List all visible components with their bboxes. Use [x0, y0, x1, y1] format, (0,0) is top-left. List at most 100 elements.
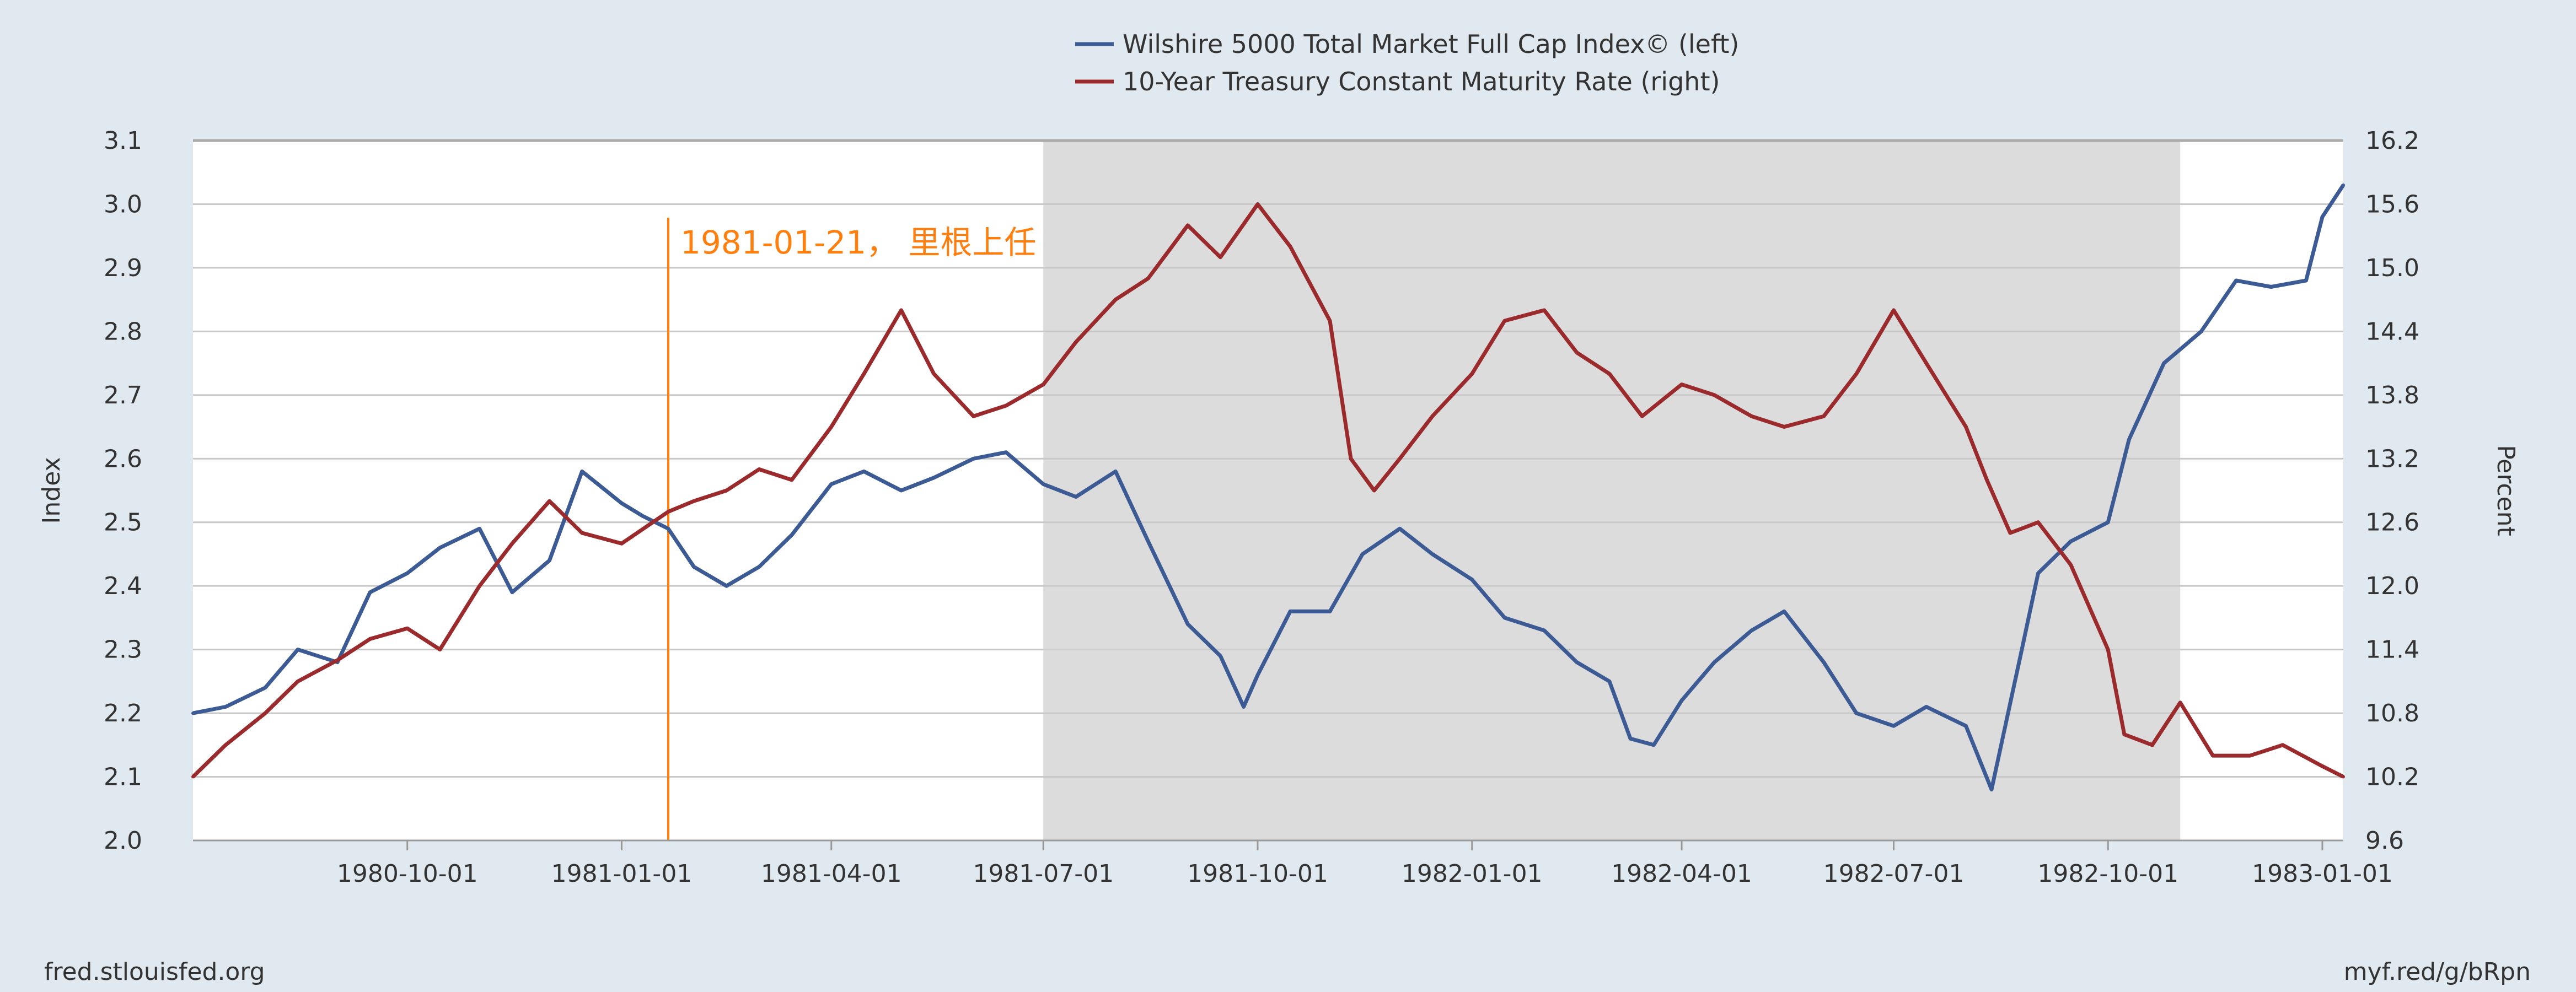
data-point	[368, 590, 372, 594]
data-point	[1608, 372, 1612, 376]
x-tick-label: 1981-07-01	[973, 860, 1114, 888]
data-point	[2281, 743, 2285, 747]
data-point	[2008, 531, 2012, 535]
data-point	[1242, 705, 1246, 709]
data-point	[1114, 470, 1118, 473]
data-point	[405, 572, 409, 575]
data-point	[1004, 450, 1008, 454]
data-point	[1964, 724, 1968, 728]
data-point	[666, 510, 670, 514]
data-point	[1042, 482, 1045, 486]
data-point	[296, 648, 300, 651]
right-tick-label: 11.4	[2365, 636, 2419, 664]
data-point	[724, 489, 728, 492]
data-point	[580, 531, 584, 535]
right-axis-ticks: 9.6 10.2 10.8 11.4 12.0 12.6 13.2 13.8 14.4 15.0 1…	[2365, 127, 2419, 855]
x-tick-label: 1983-01-01	[2252, 860, 2393, 888]
x-tick-label: 1982-04-01	[1611, 860, 1752, 888]
source-link[interactable]: fred.stlouisfed.org	[44, 958, 265, 986]
data-point	[335, 658, 339, 662]
data-point	[666, 527, 670, 531]
data-point	[2127, 438, 2131, 441]
data-point	[1398, 527, 1402, 531]
data-point	[1255, 202, 1259, 206]
data-point	[1219, 255, 1222, 259]
data-point	[829, 482, 833, 486]
annotation-label: 1981-01-21， 里根上任	[680, 224, 1037, 261]
right-axis-title: Percent	[2492, 445, 2520, 536]
data-point	[2304, 279, 2308, 282]
x-tick-label: 1981-10-01	[1187, 860, 1328, 888]
data-point	[1713, 660, 1716, 664]
data-point	[224, 705, 228, 709]
left-tick-label: 2.5	[104, 509, 142, 537]
data-point	[1680, 382, 1683, 386]
x-tick-label: 1981-01-01	[551, 860, 693, 888]
data-point	[1186, 223, 1190, 227]
short-link[interactable]: myf.red/g/bRpn	[2344, 958, 2531, 986]
x-tick-label: 1982-01-01	[1402, 860, 1543, 888]
data-point	[1822, 660, 1826, 664]
data-point	[932, 476, 936, 479]
data-point	[2248, 754, 2252, 758]
data-point	[1575, 351, 1579, 354]
legend-label-wilshire[interactable]: Wilshire 5000 Total Market Full Cap Inde…	[1123, 29, 1739, 59]
data-point	[1713, 393, 1716, 397]
left-tick-label: 3.0	[104, 190, 142, 218]
data-point	[438, 546, 442, 549]
data-point	[2020, 648, 2024, 651]
legend-label-treasury[interactable]: 10-Year Treasury Constant Maturity Rate …	[1123, 67, 1720, 96]
right-tick-label: 13.8	[2365, 381, 2419, 409]
data-point	[829, 425, 833, 429]
data-point	[1854, 711, 1858, 715]
left-tick-label: 2.3	[104, 636, 142, 664]
data-point	[1749, 414, 1753, 418]
data-point	[1822, 414, 1826, 418]
left-tick-label: 2.2	[104, 699, 142, 727]
data-point	[548, 499, 551, 503]
data-point	[191, 711, 195, 715]
data-point	[1042, 382, 1045, 386]
data-point	[692, 565, 696, 569]
data-point	[2320, 215, 2324, 219]
data-point	[2122, 732, 2126, 736]
data-point	[692, 499, 696, 503]
data-point	[1361, 552, 1365, 556]
x-tick-label: 1982-10-01	[2037, 860, 2178, 888]
series-treasury	[191, 202, 2345, 779]
data-point	[1328, 610, 1332, 613]
data-point	[1255, 673, 1259, 677]
data-point	[972, 414, 975, 418]
left-axis-title: Index	[37, 457, 66, 524]
data-point	[862, 470, 866, 473]
x-tick-label: 1981-04-01	[761, 860, 902, 888]
data-point	[548, 559, 551, 562]
data-point	[1502, 616, 1506, 619]
data-point	[2162, 362, 2166, 365]
data-point	[1985, 478, 1989, 482]
data-point	[1328, 319, 1332, 323]
data-point	[368, 637, 372, 641]
data-point	[2036, 572, 2040, 575]
data-point	[1608, 680, 1612, 683]
x-tick-label: 1980-10-01	[337, 860, 478, 888]
data-point	[510, 590, 514, 594]
data-point	[1629, 737, 1633, 741]
right-tick-label: 16.2	[2365, 127, 2419, 155]
data-point	[1640, 414, 1644, 418]
data-point	[1924, 705, 1928, 709]
data-point	[972, 457, 975, 461]
data-point	[790, 478, 793, 482]
left-tick-label: 2.4	[104, 572, 142, 600]
data-point	[263, 686, 267, 689]
data-point	[1004, 404, 1008, 408]
data-point	[899, 308, 903, 312]
data-point	[1114, 298, 1118, 301]
data-point	[1146, 277, 1150, 281]
legend[interactable]: Wilshire 5000 Total Market Full Cap Inde…	[1075, 29, 1739, 96]
data-point	[1502, 319, 1506, 323]
data-point	[2106, 520, 2110, 524]
data-point	[899, 489, 903, 492]
data-point	[1989, 788, 1993, 791]
